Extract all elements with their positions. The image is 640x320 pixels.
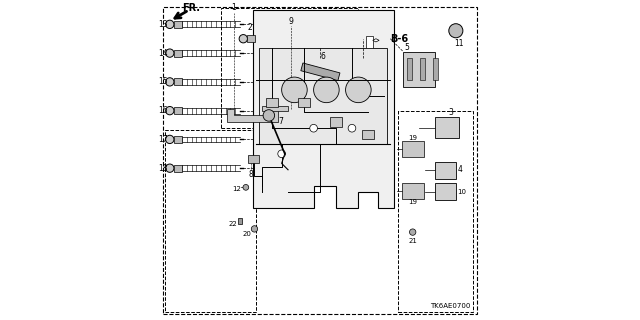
Circle shape <box>314 77 339 103</box>
Text: 17: 17 <box>159 135 168 144</box>
Circle shape <box>252 226 258 232</box>
Text: B-6: B-6 <box>390 34 408 44</box>
Bar <box>174 50 182 57</box>
Text: 16: 16 <box>159 106 168 115</box>
Circle shape <box>410 229 416 235</box>
Bar <box>174 165 182 172</box>
Bar <box>330 117 342 127</box>
Text: 7: 7 <box>278 117 284 126</box>
Bar <box>248 35 255 42</box>
Text: 13: 13 <box>159 20 168 29</box>
Circle shape <box>449 24 463 38</box>
Bar <box>298 98 310 108</box>
Bar <box>262 106 288 111</box>
Bar <box>301 63 340 81</box>
Bar <box>362 130 374 140</box>
Bar <box>248 156 259 164</box>
Circle shape <box>346 77 371 103</box>
Text: 15: 15 <box>159 77 168 86</box>
Bar <box>366 36 372 48</box>
Bar <box>435 162 456 180</box>
Bar <box>435 183 456 200</box>
Bar <box>407 58 412 80</box>
Bar <box>165 130 256 312</box>
Circle shape <box>166 164 174 172</box>
Circle shape <box>166 135 174 144</box>
Polygon shape <box>372 39 379 42</box>
Circle shape <box>239 35 248 43</box>
Polygon shape <box>259 48 387 144</box>
Bar <box>433 58 438 80</box>
Text: 4: 4 <box>458 165 462 174</box>
Circle shape <box>166 20 174 28</box>
Bar <box>174 107 182 114</box>
Polygon shape <box>227 109 278 122</box>
Text: 19: 19 <box>408 135 417 141</box>
Bar <box>174 136 182 143</box>
Text: TK6AE0700: TK6AE0700 <box>430 303 470 309</box>
Bar <box>420 58 425 80</box>
Text: FR.: FR. <box>182 3 200 13</box>
Circle shape <box>166 49 174 57</box>
Text: 21: 21 <box>408 238 417 244</box>
Circle shape <box>348 124 356 132</box>
Bar <box>239 218 243 224</box>
Text: 5: 5 <box>404 43 410 52</box>
Circle shape <box>310 124 317 132</box>
Polygon shape <box>253 10 394 208</box>
Text: 1: 1 <box>231 3 236 12</box>
Bar <box>435 117 459 138</box>
Bar <box>174 78 182 85</box>
Text: 11: 11 <box>454 39 464 48</box>
Text: 19: 19 <box>408 198 417 204</box>
Bar <box>401 183 424 198</box>
Text: 6: 6 <box>320 52 325 61</box>
Text: 2: 2 <box>247 23 252 32</box>
Bar <box>398 111 474 312</box>
Text: 14: 14 <box>159 49 168 58</box>
Bar <box>401 141 424 157</box>
Circle shape <box>263 110 275 121</box>
Text: 22: 22 <box>228 221 237 227</box>
Bar <box>362 20 390 58</box>
Text: 3: 3 <box>449 108 454 117</box>
Text: 10: 10 <box>458 189 467 195</box>
Text: 8: 8 <box>249 170 253 179</box>
Bar <box>174 21 182 28</box>
Text: 20: 20 <box>243 231 252 237</box>
Bar <box>403 52 435 87</box>
Text: 18: 18 <box>159 164 168 173</box>
Bar <box>266 98 278 108</box>
Bar <box>221 8 358 128</box>
Circle shape <box>166 78 174 86</box>
Text: 9: 9 <box>289 17 294 26</box>
Circle shape <box>282 77 307 103</box>
Text: 12: 12 <box>232 186 241 192</box>
Circle shape <box>166 107 174 115</box>
Circle shape <box>278 150 285 158</box>
Circle shape <box>243 184 249 190</box>
